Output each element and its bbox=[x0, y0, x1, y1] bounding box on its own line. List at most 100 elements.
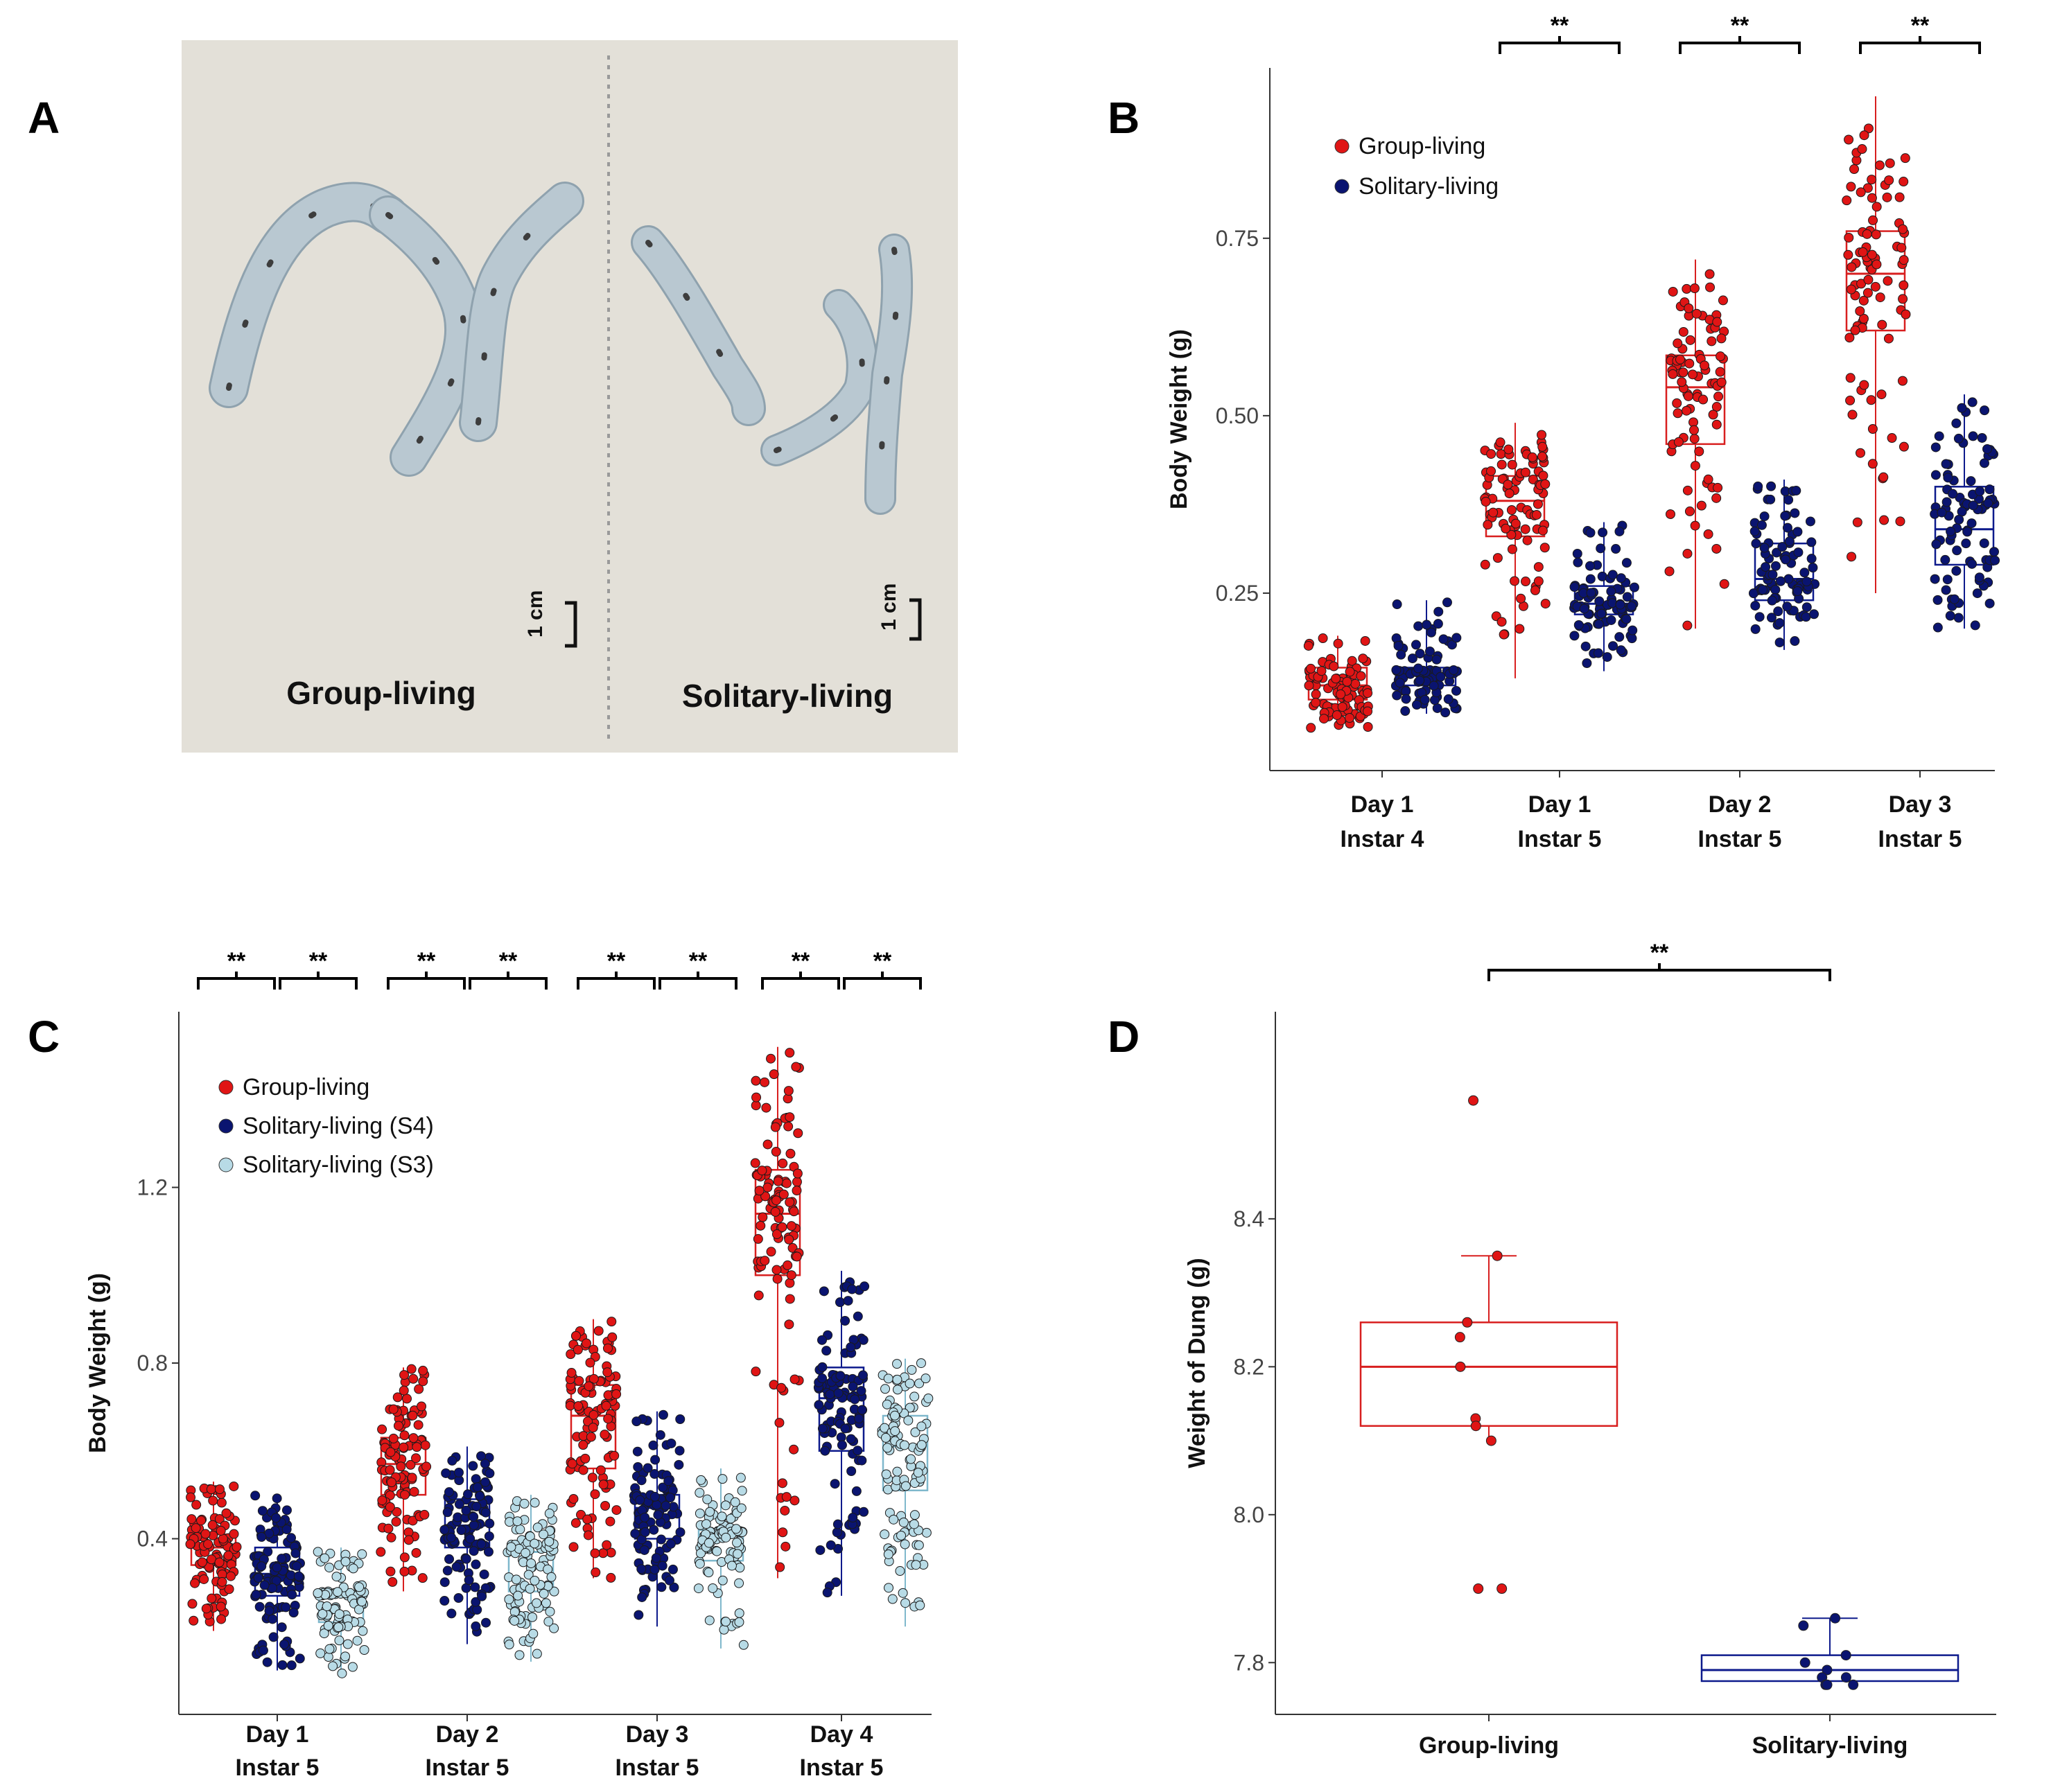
data-point bbox=[1801, 577, 1812, 587]
data-point bbox=[471, 1597, 481, 1607]
data-point bbox=[530, 1575, 540, 1585]
significance-label: ** bbox=[1551, 12, 1569, 39]
data-point bbox=[1345, 667, 1355, 677]
data-point bbox=[1665, 509, 1675, 519]
data-point bbox=[590, 1548, 600, 1558]
data-point bbox=[643, 1463, 653, 1473]
y-tick-label: 0.4 bbox=[137, 1527, 168, 1552]
y-tick-label: 0.25 bbox=[1216, 581, 1259, 606]
data-point bbox=[480, 1477, 491, 1487]
legend-marker bbox=[1334, 179, 1350, 194]
data-point bbox=[383, 1523, 394, 1534]
data-point bbox=[451, 1562, 462, 1572]
significance-label: ** bbox=[227, 948, 246, 974]
data-point bbox=[189, 1615, 199, 1626]
data-point bbox=[324, 1563, 335, 1573]
data-point bbox=[783, 1121, 794, 1132]
data-point bbox=[1772, 547, 1782, 558]
data-point bbox=[331, 1572, 342, 1582]
data-point bbox=[1443, 694, 1454, 704]
data-point bbox=[1967, 397, 1978, 407]
data-point bbox=[1432, 703, 1442, 713]
data-point bbox=[1968, 500, 1978, 511]
data-point bbox=[262, 1657, 272, 1667]
data-point bbox=[480, 1507, 491, 1518]
data-point bbox=[1582, 658, 1592, 668]
data-point bbox=[1606, 586, 1616, 597]
data-point bbox=[734, 1608, 744, 1618]
data-point bbox=[290, 1548, 301, 1558]
data-point bbox=[1468, 1095, 1479, 1106]
data-point bbox=[1689, 283, 1700, 294]
data-point bbox=[1454, 1332, 1465, 1343]
data-point bbox=[793, 1128, 803, 1139]
data-point bbox=[408, 1410, 418, 1421]
y-axis-title: Body Weight (g) bbox=[85, 1273, 111, 1453]
data-point bbox=[892, 1359, 902, 1369]
data-point bbox=[403, 1535, 414, 1545]
data-point bbox=[357, 1597, 367, 1607]
data-point bbox=[857, 1455, 867, 1466]
data-point bbox=[1961, 538, 1971, 549]
data-point bbox=[761, 1103, 771, 1113]
data-point bbox=[1966, 518, 1977, 529]
data-point bbox=[573, 1401, 584, 1412]
data-point bbox=[1856, 448, 1866, 458]
data-point bbox=[439, 1577, 450, 1588]
data-point bbox=[822, 1588, 832, 1598]
data-point bbox=[1852, 517, 1862, 527]
data-point bbox=[1682, 283, 1692, 294]
data-point bbox=[287, 1590, 297, 1600]
data-point bbox=[637, 1592, 647, 1602]
data-point bbox=[399, 1552, 410, 1563]
data-point bbox=[736, 1503, 747, 1513]
data-point bbox=[903, 1415, 914, 1425]
larva-body bbox=[762, 291, 876, 464]
data-point bbox=[214, 1557, 225, 1567]
data-point bbox=[708, 1583, 718, 1593]
data-point bbox=[409, 1486, 419, 1497]
data-point bbox=[1784, 536, 1795, 547]
data-point bbox=[515, 1525, 525, 1535]
data-point bbox=[775, 1562, 785, 1572]
data-point bbox=[1594, 596, 1605, 606]
data-point bbox=[1573, 620, 1584, 630]
data-point bbox=[738, 1640, 749, 1650]
data-point bbox=[476, 1539, 487, 1549]
data-point bbox=[636, 1564, 647, 1574]
data-point bbox=[408, 1516, 418, 1526]
data-point bbox=[1894, 192, 1905, 202]
data-point bbox=[1799, 1657, 1810, 1668]
data-point bbox=[1775, 576, 1786, 586]
photo-label-solitary: Solitary-living bbox=[682, 678, 893, 714]
data-point bbox=[1627, 625, 1638, 635]
chart-c-data bbox=[185, 1046, 934, 1678]
data-point bbox=[1435, 671, 1446, 682]
data-point bbox=[1329, 661, 1339, 671]
data-point bbox=[817, 1423, 828, 1434]
data-point bbox=[1537, 451, 1548, 462]
data-point bbox=[1857, 144, 1867, 155]
panel-letter-c: C bbox=[28, 1012, 60, 1062]
data-point bbox=[1614, 632, 1625, 642]
data-point bbox=[633, 1461, 643, 1472]
data-point bbox=[1863, 274, 1874, 285]
data-point bbox=[1455, 1361, 1466, 1372]
data-point bbox=[544, 1536, 555, 1547]
data-point bbox=[1767, 570, 1778, 580]
data-point bbox=[578, 1465, 588, 1475]
data-point bbox=[1429, 680, 1439, 691]
data-point bbox=[1774, 638, 1785, 648]
data-point bbox=[792, 1168, 803, 1179]
data-point bbox=[480, 1459, 490, 1469]
data-point bbox=[512, 1516, 523, 1527]
data-point bbox=[1318, 633, 1328, 644]
data-point bbox=[1698, 394, 1709, 405]
data-point bbox=[1972, 588, 1982, 599]
data-point bbox=[1392, 690, 1402, 701]
data-point bbox=[859, 1281, 870, 1292]
legend-label: Solitary-living (S3) bbox=[243, 1152, 434, 1178]
data-point bbox=[1975, 486, 1985, 496]
data-point bbox=[607, 1332, 618, 1342]
data-point bbox=[1953, 613, 1964, 623]
